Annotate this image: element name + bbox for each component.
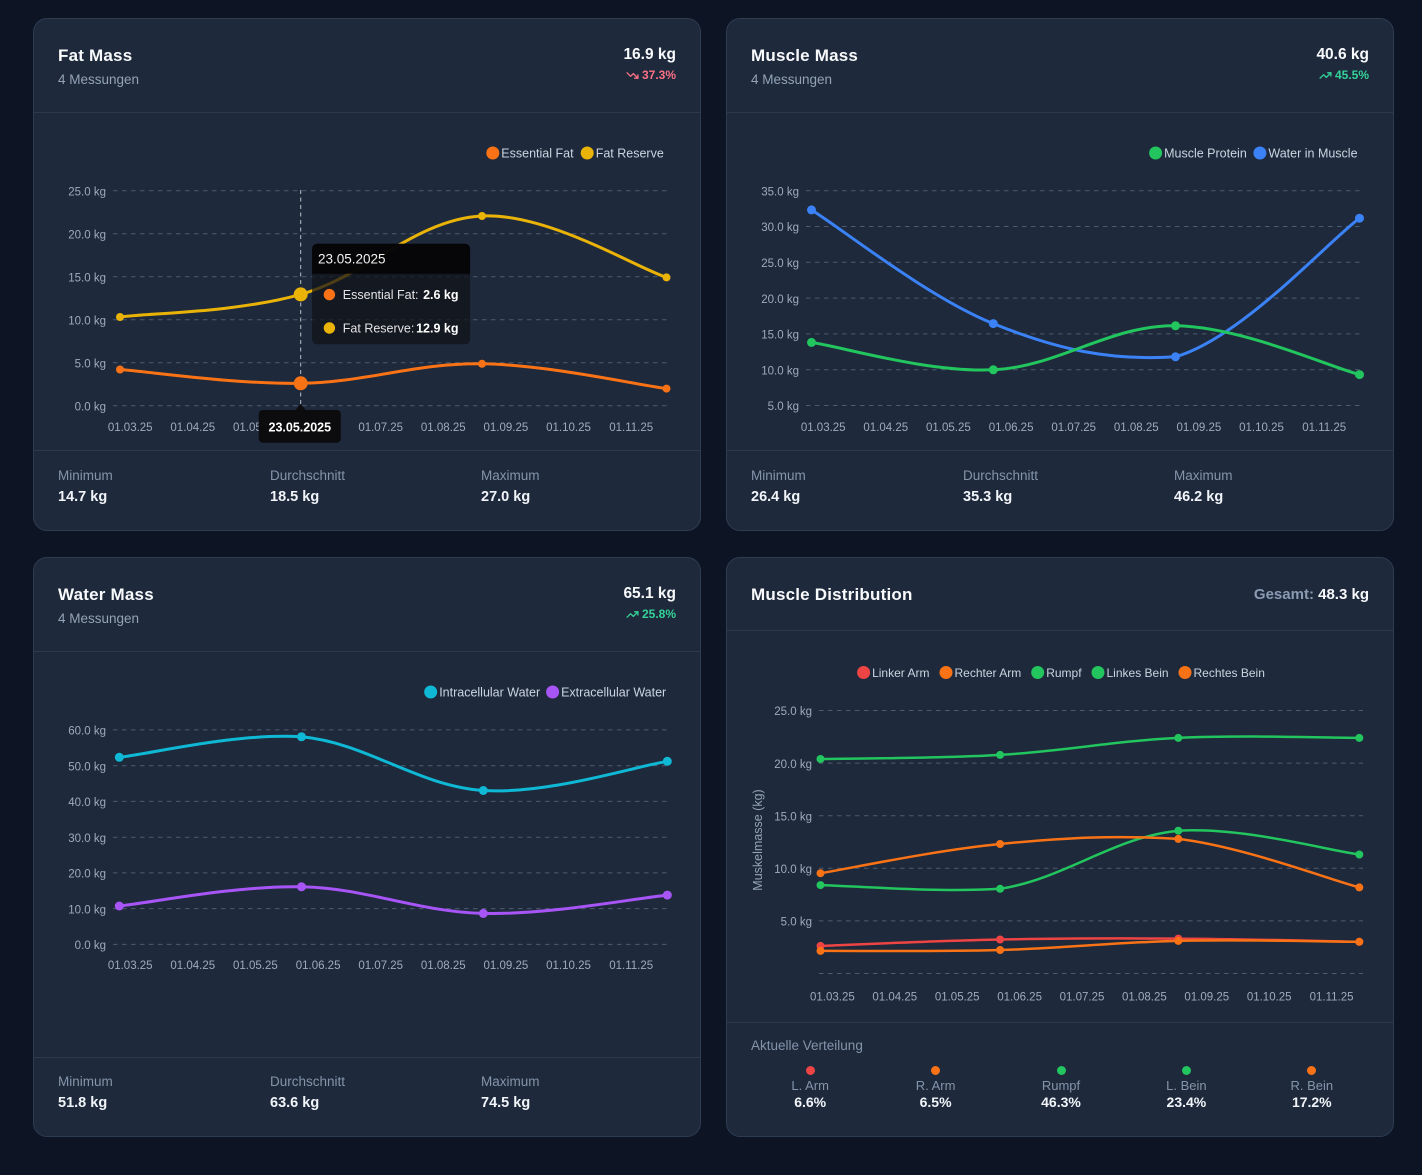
svg-text:30.0 kg: 30.0 kg [761,222,799,234]
svg-text:15.0 kg: 15.0 kg [761,330,799,342]
svg-text:01.05.25: 01.05.25 [233,960,278,972]
svg-text:01.03.25: 01.03.25 [810,991,855,1003]
svg-text:01.08.25: 01.08.25 [1114,422,1159,434]
svg-text:Fat Reserve: Fat Reserve [596,146,664,160]
svg-text:Water in Muscle: Water in Muscle [1268,146,1357,160]
svg-text:01.09.25: 01.09.25 [484,960,529,972]
svg-text:Rechtes Bein: Rechtes Bein [1194,665,1265,679]
svg-text:5.0 kg: 5.0 kg [768,401,799,413]
svg-text:Essential Fat: Essential Fat [501,146,574,160]
svg-text:23.05.2025: 23.05.2025 [269,420,332,434]
svg-text:01.07.25: 01.07.25 [358,960,403,972]
svg-text:10.0 kg: 10.0 kg [774,864,812,876]
svg-text:12.9 kg: 12.9 kg [416,322,458,336]
svg-text:01.07.25: 01.07.25 [1051,422,1096,434]
svg-text:5.0 kg: 5.0 kg [781,916,812,928]
svg-text:15.0 kg: 15.0 kg [68,272,106,284]
svg-text:01.11.25: 01.11.25 [1302,422,1346,434]
svg-text:01.10.25: 01.10.25 [1239,422,1284,434]
svg-text:01.09.25: 01.09.25 [1184,991,1229,1003]
svg-text:01.03.25: 01.03.25 [801,422,846,434]
svg-text:01.04.25: 01.04.25 [170,960,215,972]
svg-text:Linkes Bein: Linkes Bein [1107,665,1169,679]
svg-text:Linker Arm: Linker Arm [872,665,929,679]
svg-text:01.10.25: 01.10.25 [546,422,591,434]
svg-text:01.07.25: 01.07.25 [1060,991,1105,1003]
svg-text:01.11.25: 01.11.25 [1310,991,1354,1003]
svg-text:01.10.25: 01.10.25 [1247,991,1292,1003]
svg-text:0.0 kg: 0.0 kg [75,940,106,952]
svg-text:23.05.2025: 23.05.2025 [318,251,386,266]
svg-text:01.06.25: 01.06.25 [997,991,1042,1003]
svg-text:Intracellular Water: Intracellular Water [439,685,540,699]
svg-text:01.08.25: 01.08.25 [421,422,466,434]
svg-text:01.07.25: 01.07.25 [358,422,403,434]
svg-text:01.03.25: 01.03.25 [108,960,153,972]
svg-text:30.0 kg: 30.0 kg [68,833,106,845]
svg-text:5.0 kg: 5.0 kg [75,358,106,370]
svg-text:01.08.25: 01.08.25 [1122,991,1167,1003]
svg-text:15.0 kg: 15.0 kg [774,811,812,823]
svg-text:25.0 kg: 25.0 kg [68,186,106,198]
svg-text:40.0 kg: 40.0 kg [68,797,106,809]
svg-text:01.03.25: 01.03.25 [108,422,153,434]
svg-text:01.04.25: 01.04.25 [872,991,917,1003]
svg-text:25.0 kg: 25.0 kg [774,706,812,718]
svg-text:01.04.25: 01.04.25 [170,422,215,434]
svg-text:01.11.25: 01.11.25 [609,960,653,972]
svg-text:01.06.25: 01.06.25 [296,960,341,972]
svg-text:01.10.25: 01.10.25 [546,960,591,972]
svg-text:Fat Reserve:: Fat Reserve: [343,322,415,336]
svg-text:01.04.25: 01.04.25 [863,422,908,434]
svg-text:01.06.25: 01.06.25 [989,422,1034,434]
svg-text:01.05.25: 01.05.25 [935,991,980,1003]
svg-text:2.6 kg: 2.6 kg [423,288,458,302]
svg-text:Muskelmasse (kg): Muskelmasse (kg) [751,789,765,890]
svg-text:10.0 kg: 10.0 kg [761,365,799,377]
svg-text:10.0 kg: 10.0 kg [68,315,106,327]
svg-text:10.0 kg: 10.0 kg [68,904,106,916]
svg-text:20.0 kg: 20.0 kg [761,294,799,306]
svg-text:01.08.25: 01.08.25 [421,960,466,972]
svg-text:60.0 kg: 60.0 kg [68,726,106,738]
svg-text:01.09.25: 01.09.25 [484,422,529,434]
svg-text:20.0 kg: 20.0 kg [68,229,106,241]
svg-text:Muscle Protein: Muscle Protein [1164,146,1247,160]
svg-text:Extracellular Water: Extracellular Water [561,685,666,699]
svg-text:01.05.25: 01.05.25 [926,422,971,434]
svg-text:20.0 kg: 20.0 kg [68,869,106,881]
svg-text:Rumpf: Rumpf [1046,665,1082,679]
svg-text:Essential Fat:: Essential Fat: [343,288,419,302]
svg-text:35.0 kg: 35.0 kg [761,186,799,198]
svg-text:01.09.25: 01.09.25 [1177,422,1222,434]
svg-text:01.11.25: 01.11.25 [609,422,653,434]
svg-text:25.0 kg: 25.0 kg [761,258,799,270]
svg-text:Rechter Arm: Rechter Arm [955,665,1022,679]
svg-text:50.0 kg: 50.0 kg [68,761,106,773]
svg-text:0.0 kg: 0.0 kg [75,401,106,413]
svg-text:20.0 kg: 20.0 kg [774,758,812,770]
